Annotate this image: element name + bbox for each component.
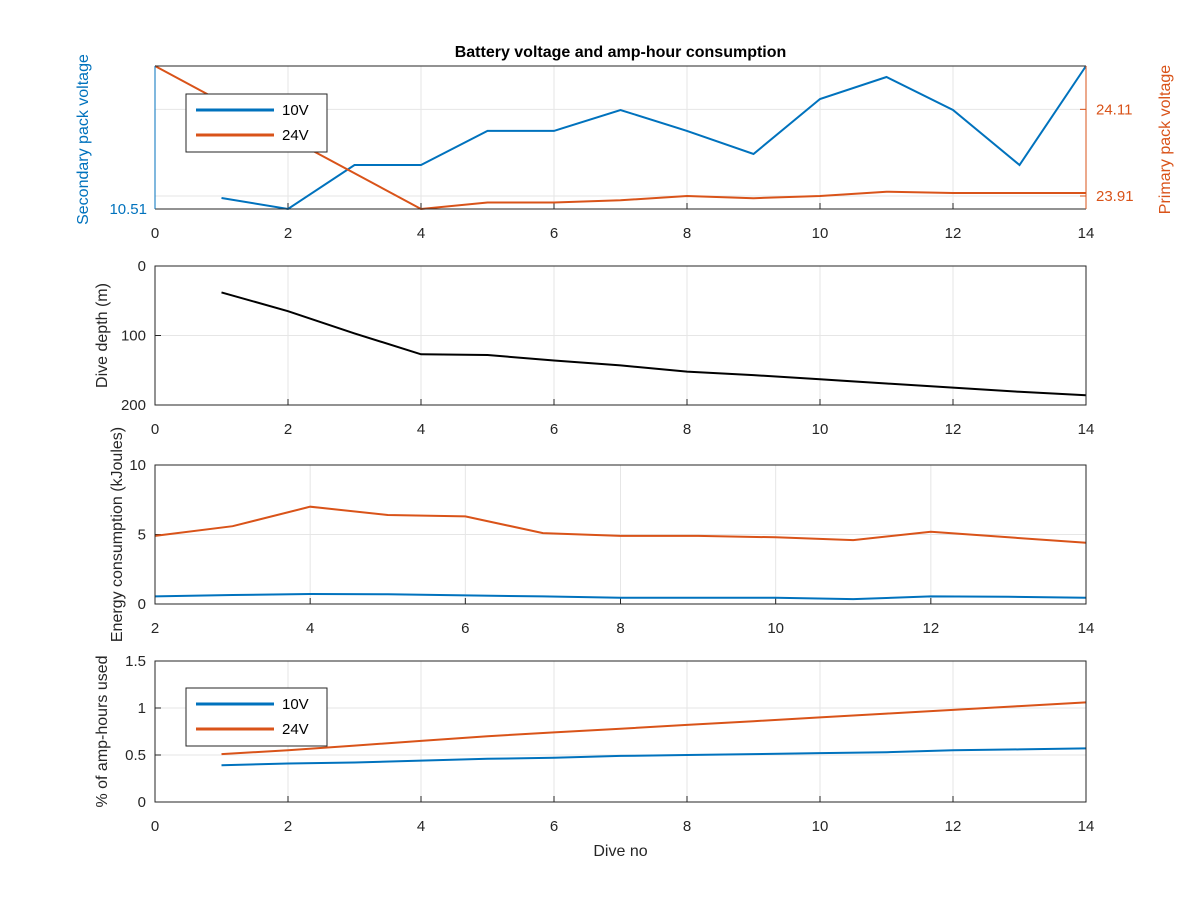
axes-box-2 — [154, 265, 1087, 406]
x-tick-label: 10 — [812, 421, 829, 438]
series-line-panel3-1 — [154, 505, 1087, 544]
legend-label-24V: 24V — [282, 127, 309, 144]
x-tick-label: 6 — [461, 620, 469, 637]
x-tick-label: 8 — [683, 421, 691, 438]
x-axis-label: Dive no — [593, 843, 647, 860]
series-line-10V — [221, 65, 1087, 211]
y-axis-label-left: Secondary pack voltage — [75, 54, 92, 225]
y-tick-label-right: 24.11 — [1096, 101, 1132, 118]
x-tick-label: 14 — [1078, 620, 1095, 637]
series-line-10V — [221, 747, 1087, 767]
x-tick-label: 4 — [417, 818, 425, 835]
y-tick-label: 200 — [121, 397, 146, 414]
x-tick-label: 4 — [306, 620, 314, 637]
x-tick-label: 0 — [151, 225, 159, 242]
x-tick-label: 2 — [284, 421, 292, 438]
legend-label-10V: 10V — [282, 696, 309, 713]
x-tick-label: 8 — [683, 818, 691, 835]
legend-box — [185, 93, 328, 153]
y-tick-label: 5 — [138, 527, 146, 544]
x-tick-label: 14 — [1078, 225, 1095, 242]
series-line-24V — [221, 701, 1087, 756]
legend-label-10V: 10V — [282, 102, 309, 119]
x-tick-label: 12 — [945, 225, 962, 242]
y-tick-label: 0 — [138, 794, 146, 811]
series-line-24V — [154, 65, 1086, 211]
y-tick-label: 1 — [138, 700, 146, 717]
y-tick-label: 0.5 — [125, 747, 146, 764]
x-tick-label: 10 — [812, 818, 829, 835]
axes-box-3 — [154, 464, 1087, 605]
x-tick-label: 14 — [1078, 818, 1095, 835]
x-tick-label: 14 — [1078, 421, 1095, 438]
x-tick-label: 2 — [284, 818, 292, 835]
y-tick-label-right: 23.91 — [1096, 188, 1134, 205]
x-tick-label: 10 — [767, 620, 784, 637]
y-tick-label: 1.5 — [125, 653, 146, 670]
x-tick-label: 6 — [550, 818, 558, 835]
x-tick-label: 6 — [550, 421, 558, 438]
x-tick-label: 12 — [945, 421, 962, 438]
x-tick-label: 2 — [151, 620, 159, 637]
x-tick-label: 12 — [945, 818, 962, 835]
x-tick-label: 2 — [284, 225, 292, 242]
x-tick-label: 10 — [812, 225, 829, 242]
y-tick-label: 0 — [138, 258, 146, 275]
y-tick-label: 10 — [129, 457, 146, 474]
y-tick-label: 100 — [121, 328, 146, 345]
legend-box — [185, 687, 328, 747]
axes-box-4 — [154, 660, 1087, 803]
x-tick-label: 12 — [922, 620, 939, 637]
x-tick-label: 8 — [616, 620, 624, 637]
chart-title: Battery voltage and amp-hour consumption — [455, 44, 787, 61]
y-axis-label: % of amp-hours used — [94, 655, 111, 807]
y-axis-label-right: Primary pack voltage — [1157, 65, 1174, 214]
y-axis-label: Energy consumption (kJoules) — [109, 427, 126, 642]
x-tick-label: 0 — [151, 818, 159, 835]
y-axis-label: Dive depth (m) — [94, 283, 111, 388]
x-tick-label: 8 — [683, 225, 691, 242]
x-tick-label: 4 — [417, 225, 425, 242]
y-tick-label: 0 — [138, 596, 146, 613]
series-line-panel2-1 — [221, 291, 1087, 397]
series-line-panel3-2 — [154, 592, 1087, 601]
legend-label-24V: 24V — [282, 721, 309, 738]
y-tick-label-left: 10.51 — [109, 201, 147, 218]
x-tick-label: 6 — [550, 225, 558, 242]
x-tick-label: 0 — [151, 421, 159, 438]
x-tick-label: 4 — [417, 421, 425, 438]
